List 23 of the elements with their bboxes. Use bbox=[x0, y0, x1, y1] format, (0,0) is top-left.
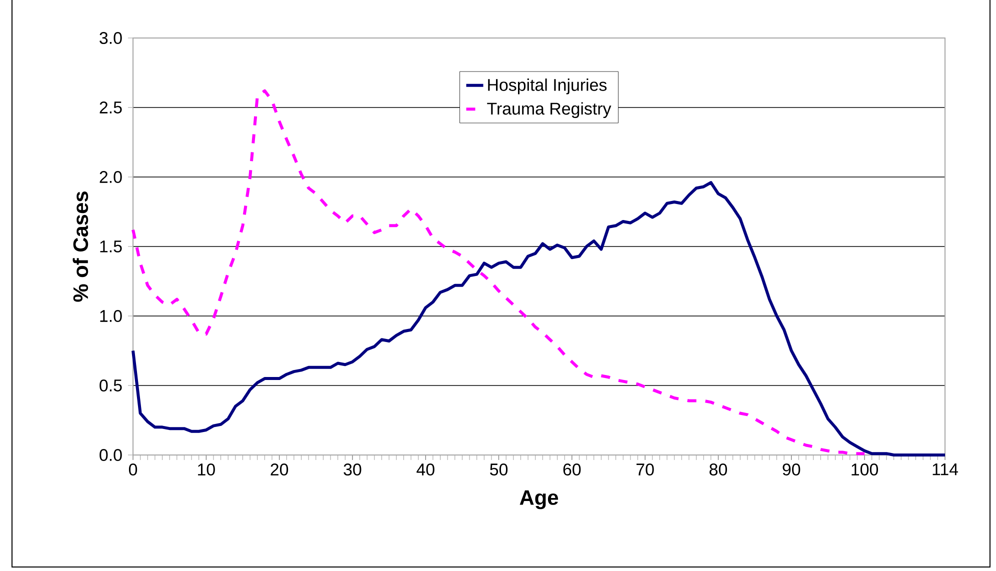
y-tick-label: 1.0 bbox=[100, 310, 122, 322]
x-tick-label: 0 bbox=[128, 464, 138, 476]
x-axis-title: Age bbox=[520, 490, 558, 510]
y-tick-label: 1.5 bbox=[100, 240, 122, 252]
y-tick-label: 0.0 bbox=[100, 448, 122, 461]
y-axis-title: % of Cases bbox=[72, 192, 88, 302]
x-tick-label: 90 bbox=[782, 464, 800, 476]
y-tick-label: 2.5 bbox=[100, 101, 122, 114]
x-tick-label: 60 bbox=[563, 464, 581, 476]
x-tick-label: 114 bbox=[932, 464, 958, 476]
x-tick-label: 30 bbox=[344, 464, 362, 476]
x-tick-label: 80 bbox=[710, 464, 727, 476]
x-tick-label: 10 bbox=[198, 464, 215, 476]
y-tick-label: 0.5 bbox=[100, 379, 122, 392]
x-tick-label: 50 bbox=[490, 464, 508, 476]
x-tick-label: 40 bbox=[416, 464, 434, 476]
y-tick-label: 3.0 bbox=[100, 32, 122, 44]
y-tick-label: 2.0 bbox=[100, 170, 122, 183]
legend-label: Trauma Registry bbox=[487, 102, 612, 118]
x-tick-label: 100 bbox=[852, 464, 878, 476]
x-tick-label: 70 bbox=[636, 464, 654, 476]
legend-label: Hospital Injuries bbox=[488, 78, 607, 94]
x-tick-label: 20 bbox=[270, 464, 288, 476]
